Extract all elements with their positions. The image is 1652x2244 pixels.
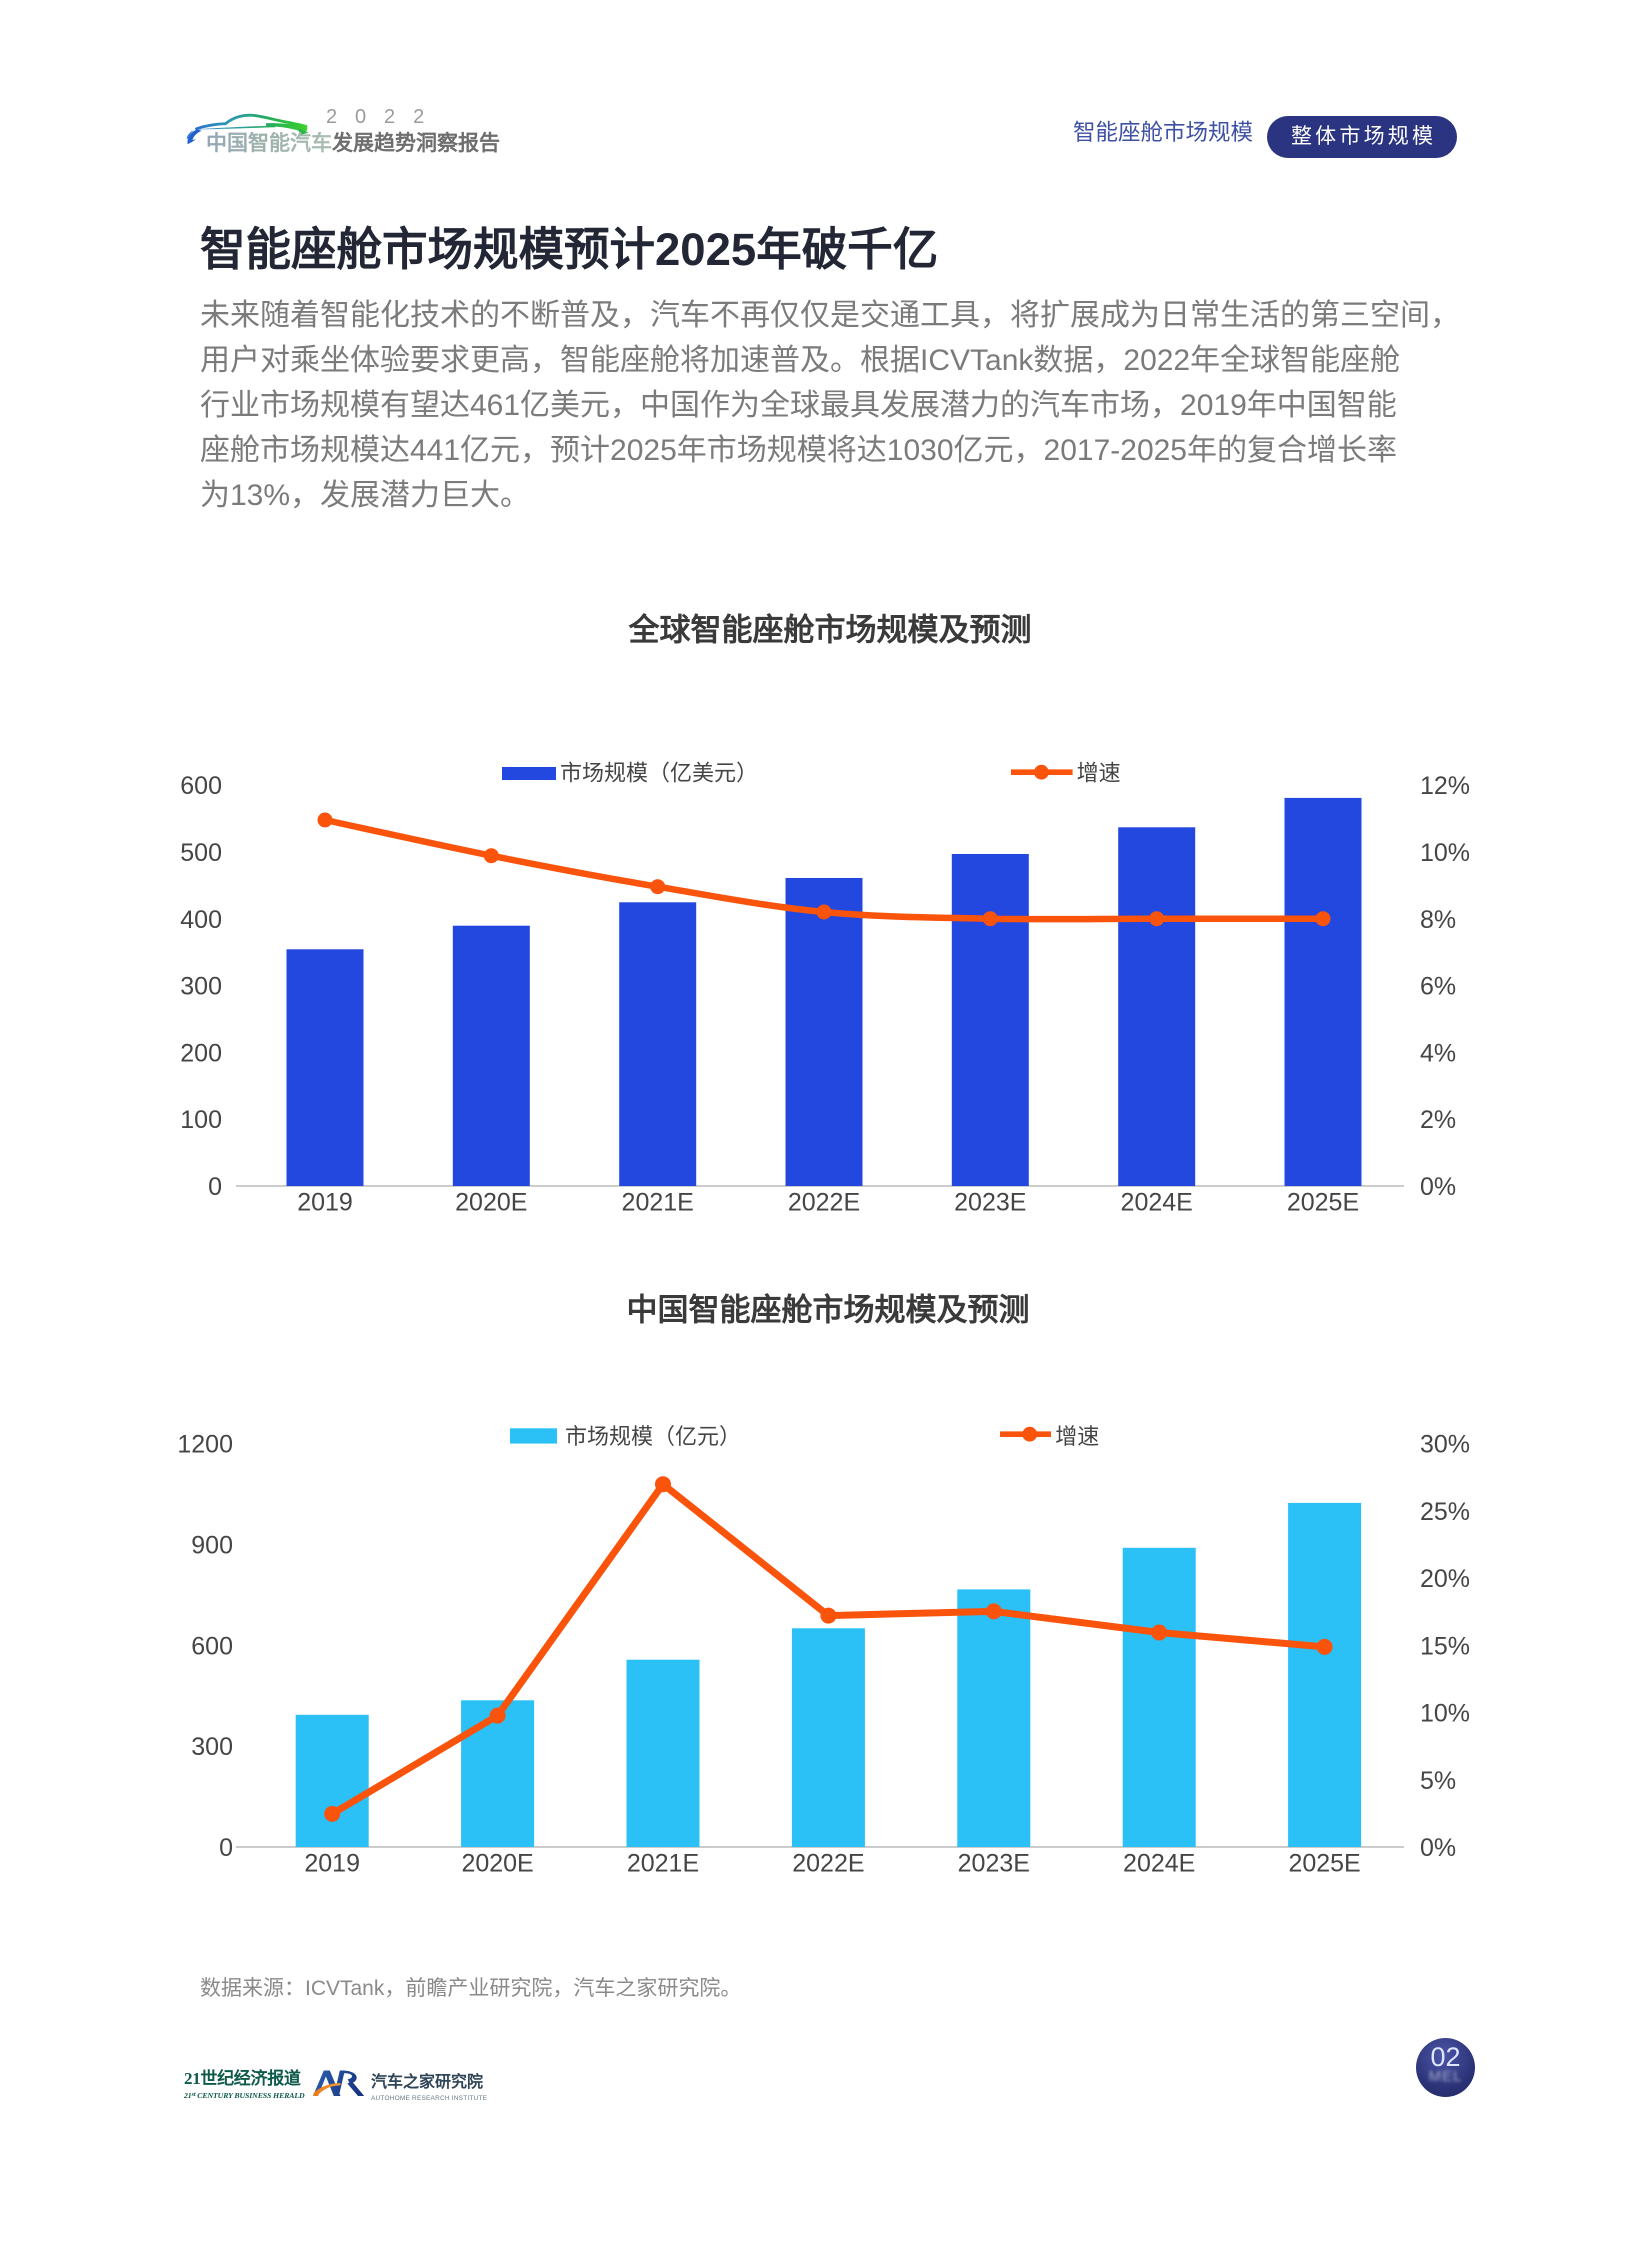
svg-text:2025E: 2025E [1288, 1850, 1360, 1878]
svg-text:400: 400 [180, 906, 222, 934]
svg-text:8%: 8% [1420, 906, 1456, 934]
svg-text:2024E: 2024E [1121, 1189, 1193, 1217]
svg-text:15%: 15% [1420, 1632, 1470, 1660]
svg-text:4%: 4% [1420, 1039, 1456, 1067]
svg-text:中国智能座舱市场规模及预测: 中国智能座舱市场规模及预测 [627, 1293, 1030, 1328]
svg-text:25%: 25% [1420, 1498, 1470, 1526]
svg-text:2023E: 2023E [954, 1189, 1026, 1217]
svg-text:10%: 10% [1420, 839, 1470, 867]
svg-text:300: 300 [191, 1733, 233, 1761]
svg-text:0: 0 [219, 1834, 233, 1862]
svg-text:市场规模（亿美元）: 市场规模（亿美元） [560, 761, 758, 786]
svg-text:2019: 2019 [304, 1850, 360, 1878]
svg-text:6%: 6% [1420, 973, 1456, 1001]
svg-text:2022E: 2022E [792, 1850, 864, 1878]
svg-text:500: 500 [180, 839, 222, 867]
svg-text:0: 0 [208, 1173, 222, 1201]
svg-text:2%: 2% [1420, 1106, 1456, 1134]
svg-text:0%: 0% [1420, 1834, 1456, 1862]
svg-text:12%: 12% [1420, 772, 1470, 800]
svg-text:1200: 1200 [177, 1431, 233, 1459]
svg-text:600: 600 [191, 1632, 233, 1660]
svg-text:2021E: 2021E [627, 1850, 699, 1878]
svg-text:2022E: 2022E [788, 1189, 860, 1217]
svg-text:2020E: 2020E [455, 1189, 527, 1217]
svg-text:2025E: 2025E [1287, 1189, 1359, 1217]
svg-text:5%: 5% [1420, 1767, 1456, 1795]
svg-text:市场规模（亿元）: 市场规模（亿元） [565, 1424, 741, 1449]
svg-text:300: 300 [180, 973, 222, 1001]
svg-text:2020E: 2020E [461, 1850, 533, 1878]
svg-text:全球智能座舱市场规模及预测: 全球智能座舱市场规模及预测 [628, 613, 1032, 648]
svg-text:2021E: 2021E [622, 1189, 694, 1217]
svg-text:增速: 增速 [1077, 761, 1121, 786]
svg-text:2019: 2019 [297, 1189, 353, 1217]
svg-text:2024E: 2024E [1123, 1850, 1195, 1878]
svg-text:2023E: 2023E [958, 1850, 1030, 1878]
svg-text:600: 600 [180, 772, 222, 800]
svg-text:100: 100 [180, 1106, 222, 1134]
svg-text:0%: 0% [1420, 1173, 1456, 1201]
svg-text:增速: 增速 [1055, 1424, 1099, 1449]
svg-text:30%: 30% [1420, 1431, 1470, 1459]
svg-text:10%: 10% [1420, 1700, 1470, 1728]
svg-text:200: 200 [180, 1039, 222, 1067]
svg-text:900: 900 [191, 1531, 233, 1559]
svg-text:20%: 20% [1420, 1565, 1470, 1593]
